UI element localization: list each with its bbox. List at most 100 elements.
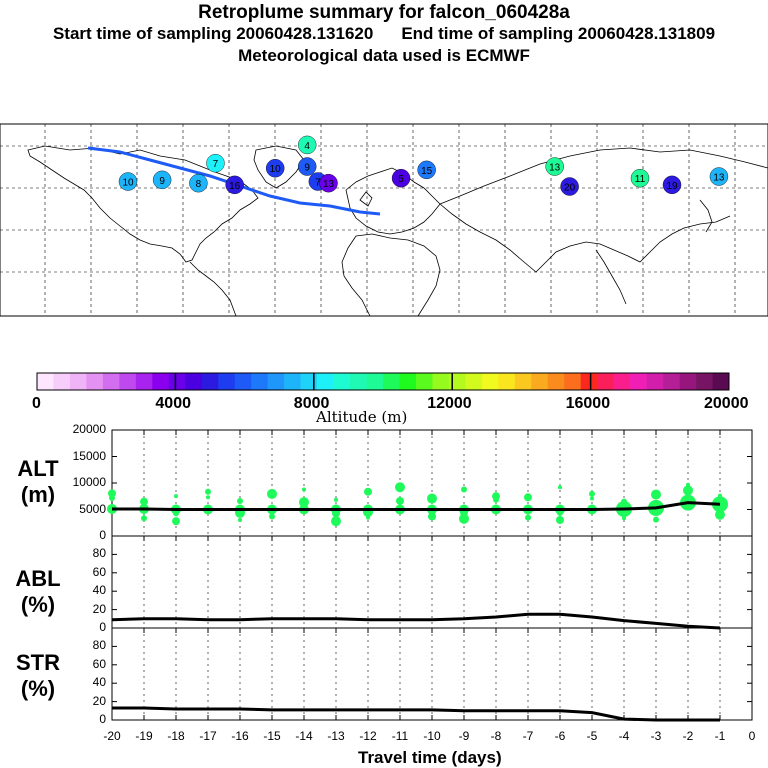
alt-cluster-dot bbox=[558, 485, 562, 490]
map-cluster-label: 19 bbox=[666, 181, 678, 192]
map-cluster-label: 9 bbox=[159, 176, 165, 187]
map-cluster-label: 16 bbox=[229, 181, 241, 192]
x-tick-label: -4 bbox=[618, 729, 630, 743]
map-cluster-label: 10 bbox=[270, 164, 282, 175]
alt-cluster-dot bbox=[206, 495, 210, 500]
colorbar-cell bbox=[465, 373, 483, 390]
map-cluster-label: 7 bbox=[213, 159, 219, 170]
map-cluster-marker: 10 bbox=[266, 159, 285, 178]
x-tick-label: -10 bbox=[423, 729, 441, 743]
x-tick-label: -11 bbox=[391, 729, 409, 743]
map-cluster-label: 7 bbox=[315, 178, 321, 189]
colorbar-cell bbox=[415, 373, 433, 390]
x-tick-label: -16 bbox=[231, 729, 249, 743]
y-tick-label: 80 bbox=[92, 546, 106, 561]
x-tick-label: -19 bbox=[135, 729, 153, 743]
alt-cluster-dot bbox=[589, 490, 595, 497]
colorbar-cell bbox=[498, 373, 516, 390]
abl-label: ABL bbox=[15, 566, 61, 591]
alt-cluster-dot bbox=[270, 511, 274, 516]
alt-cluster-dot bbox=[299, 497, 309, 508]
x-tick-label: -9 bbox=[458, 729, 470, 743]
colorbar-cell bbox=[218, 373, 236, 390]
alt-cluster-dot bbox=[396, 496, 404, 505]
colorbar-cell bbox=[547, 373, 565, 390]
altitude-colorbar bbox=[36, 372, 730, 391]
colorbar-cell bbox=[119, 373, 137, 390]
y-tick-label: 0 bbox=[99, 620, 106, 634]
map-cluster-label: 11 bbox=[635, 174, 646, 185]
map-cluster-marker: 8 bbox=[189, 173, 208, 193]
map-cluster-marker: 5 bbox=[391, 168, 411, 188]
alt-cluster-dot bbox=[429, 510, 435, 517]
colorbar-cell bbox=[201, 373, 219, 390]
colorbar-cell bbox=[432, 373, 450, 390]
abl-panel-label: ABL (%) bbox=[0, 566, 78, 618]
alt-cluster-dot bbox=[334, 497, 338, 502]
colorbar-cell bbox=[597, 373, 614, 390]
alt-cluster-dot bbox=[427, 493, 437, 504]
y-tick-label: 80 bbox=[92, 638, 106, 653]
alt-cluster-dot bbox=[715, 509, 725, 520]
y-tick-label: 20 bbox=[92, 601, 106, 616]
map-cluster-label: 13 bbox=[713, 173, 725, 184]
x-tick-label: -13 bbox=[327, 729, 345, 743]
alt-cluster-dot bbox=[526, 510, 530, 515]
end-time-label: End time of sampling 20060428.131809 bbox=[401, 24, 716, 43]
map-cluster-label: 9 bbox=[304, 163, 310, 174]
map-cluster-label: 4 bbox=[304, 141, 310, 152]
map-cluster-marker: 9 bbox=[152, 170, 172, 190]
colorbar-cell bbox=[168, 373, 186, 390]
colorbar-cell bbox=[185, 373, 203, 390]
alt-cluster-dot bbox=[141, 515, 147, 522]
map-cluster-marker: 15 bbox=[417, 160, 436, 180]
colorbar-tick-label: 4000 bbox=[155, 395, 191, 412]
map-cluster-marker: 7 bbox=[206, 154, 225, 173]
x-axis-title: Travel time (days) bbox=[358, 748, 502, 767]
colorbar-cell bbox=[448, 373, 466, 390]
colorbar-cell bbox=[135, 373, 153, 390]
axis-ticks bbox=[111, 429, 753, 721]
colorbar-cell bbox=[69, 373, 87, 390]
map-cluster-marker: 4 bbox=[298, 135, 317, 155]
alt-cluster-dot bbox=[142, 509, 146, 514]
y-tick-label: 20000 bbox=[72, 422, 106, 436]
alt-panel-label: ALT (m) bbox=[0, 456, 78, 508]
y-tick-label: 20 bbox=[92, 693, 106, 708]
alt-cluster-dot bbox=[332, 509, 340, 518]
map-cluster-marker: 20 bbox=[560, 177, 579, 196]
alt-cluster-dot bbox=[302, 487, 306, 492]
alt-cluster-dot bbox=[654, 509, 658, 514]
map-cluster-label: 10 bbox=[122, 178, 134, 189]
colorbar-cell bbox=[646, 373, 664, 390]
colorbar-title: Altitude (m) bbox=[316, 408, 408, 426]
map-cluster-marker: 13 bbox=[709, 167, 729, 186]
colorbar-tick-label: 20000 bbox=[704, 395, 749, 412]
colorbar-cell bbox=[102, 373, 120, 390]
y-tick-label: 10000 bbox=[72, 475, 106, 489]
y-tick-label: 40 bbox=[92, 675, 106, 690]
alt-cluster-dot bbox=[718, 493, 722, 498]
map-cluster-label: 20 bbox=[564, 183, 576, 194]
alt-unit: (m) bbox=[20, 482, 56, 507]
colorbar-cell bbox=[399, 373, 417, 390]
abl-unit: (%) bbox=[20, 592, 56, 617]
alt-cluster-dot bbox=[108, 489, 116, 498]
x-tick-label: -1 bbox=[714, 729, 726, 743]
map-cluster-marker: 13 bbox=[319, 173, 338, 193]
alt-cluster-dot bbox=[461, 486, 467, 493]
colorbar-tick-label: 0 bbox=[32, 395, 41, 412]
alt-cluster-dot bbox=[267, 488, 277, 499]
alt-cluster-dot bbox=[590, 496, 594, 501]
colorbar-cell bbox=[333, 373, 351, 390]
colorbar-cell bbox=[613, 373, 631, 390]
colorbar-cell bbox=[317, 373, 334, 390]
colorbar-cell bbox=[514, 373, 532, 390]
colorbar-cell bbox=[37, 373, 54, 390]
str-unit: (%) bbox=[20, 676, 56, 701]
str-label: STR bbox=[16, 650, 60, 675]
alt-cluster-dot bbox=[557, 509, 563, 516]
y-tick-label: 60 bbox=[92, 656, 106, 671]
